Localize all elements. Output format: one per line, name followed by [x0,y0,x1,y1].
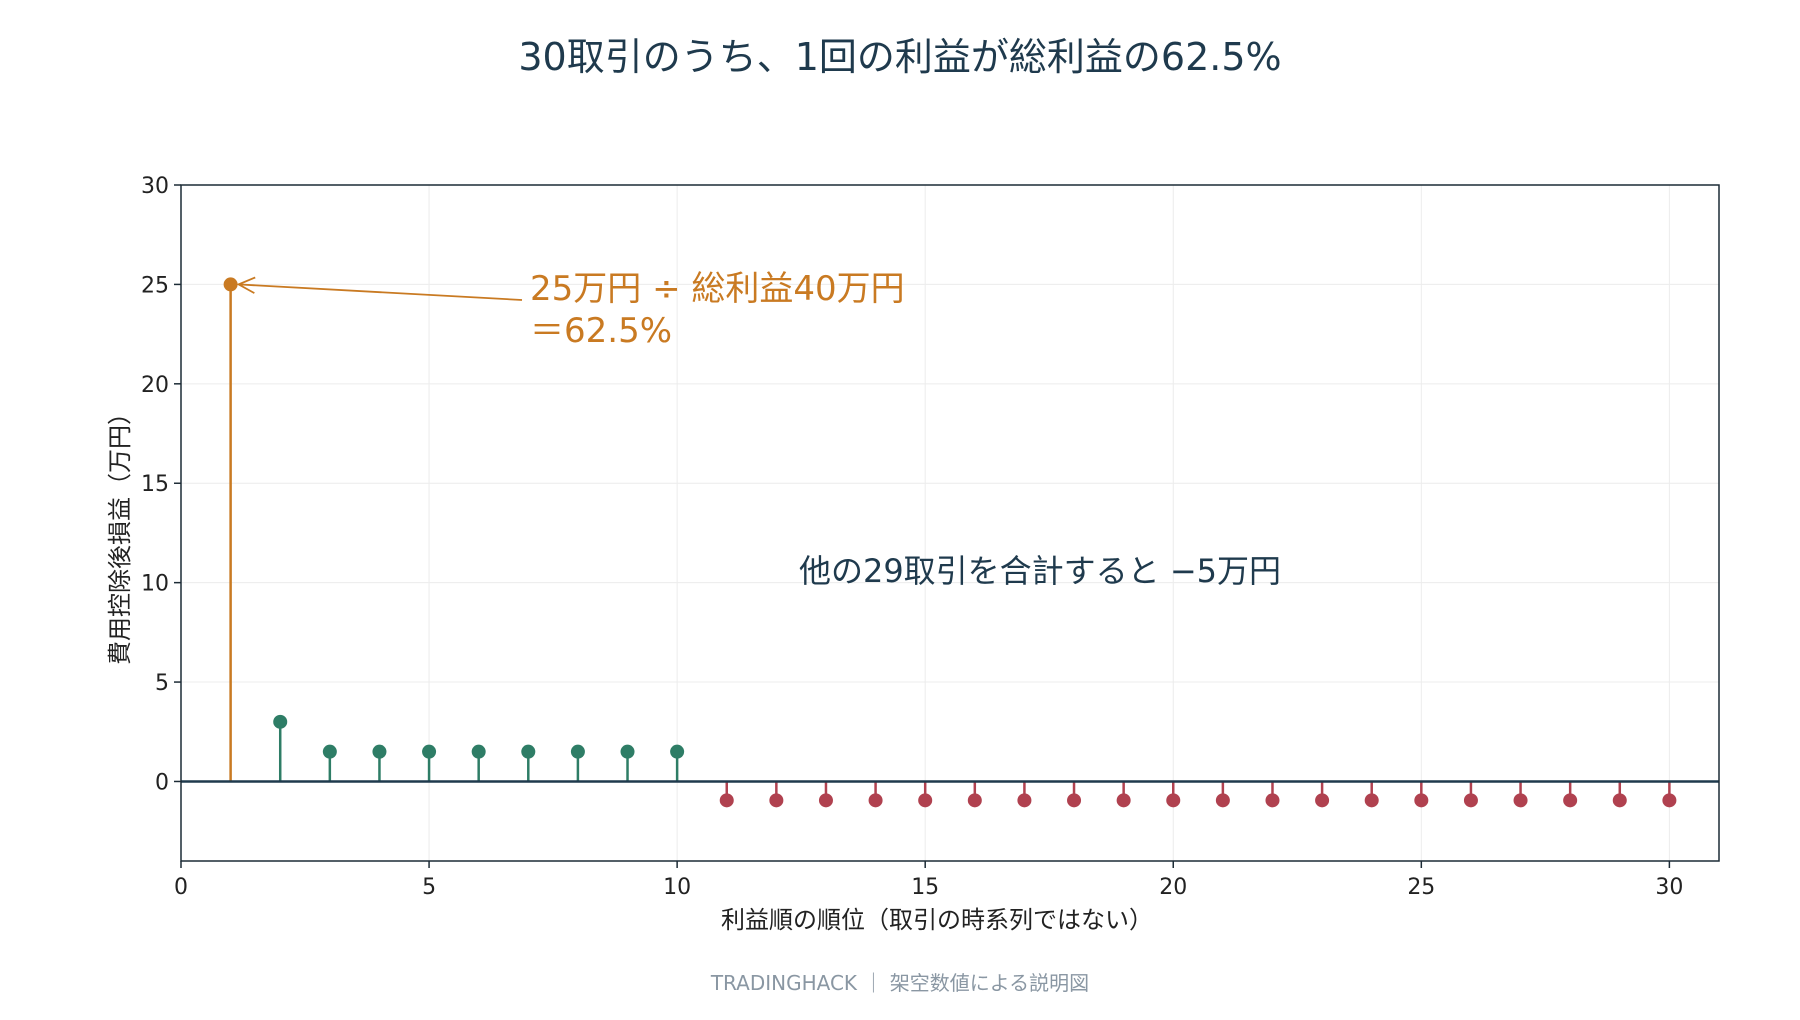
stem-marker [1067,793,1082,808]
stem-marker [670,744,685,759]
stem-marker [422,744,437,759]
stems [223,277,1677,808]
stem-marker [1017,793,1032,808]
stem-marker [1563,793,1578,808]
x-tick-label: 25 [1407,875,1435,900]
footer-credit: TRADINGHACK ｜ 架空数値による説明図 [710,971,1089,995]
stem-marker [322,744,337,759]
grid [180,184,1719,861]
stem-marker [1612,793,1627,808]
stem-marker [1463,793,1478,808]
stem-marker [223,277,238,292]
x-tick-label: 20 [1159,875,1187,900]
stem-marker [1513,793,1528,808]
stem-marker [372,744,387,759]
y-tick-label: 5 [155,671,169,696]
y-tick-label: 10 [141,572,169,597]
y-tick-label: 30 [141,174,169,199]
annotation-others-sum: 他の29取引を合計すると −5万円 [799,552,1281,590]
stem-marker [1215,793,1230,808]
x-tick-label: 30 [1655,875,1683,900]
chart-title: 30取引のうち、1回の利益が総利益の62.5% [518,35,1281,79]
stem-marker [521,744,536,759]
y-tick-label: 15 [141,472,169,497]
annotation-arrow [238,283,523,301]
stem-marker [868,793,883,808]
x-tick-label: 0 [174,875,188,900]
stem-marker [620,744,635,759]
x-tick-label: 10 [663,875,691,900]
stem-marker [1315,793,1330,808]
stem-marker [1166,793,1181,808]
x-tick-label: 5 [422,875,436,900]
stem-marker [818,793,833,808]
y-axis-label: 費用控除後損益（万円） [106,401,134,665]
annotations: 25万円 ÷ 総利益40万円 ＝62.5% 他の29取引を合計すると −5万円 [236,269,1281,590]
x-tick-label: 15 [911,875,939,900]
stem-marker [1265,793,1280,808]
annotation-arrowhead [236,276,256,294]
stem-marker [769,793,784,808]
stem-marker [1662,793,1677,808]
stem-marker [719,793,734,808]
stem-marker [273,714,288,729]
stem-marker [918,793,933,808]
stem-marker [1116,793,1131,808]
annotation-text-line1: 25万円 ÷ 総利益40万円 [530,269,905,309]
stem-marker [1414,793,1429,808]
axes: 0 5 10 15 20 25 30 0 5 10 15 20 25 30 [141,174,1720,900]
stem-marker [1364,793,1379,808]
stem-marker [471,744,486,759]
y-tick-label: 20 [141,373,169,398]
x-axis-label: 利益順の順位（取引の時系列ではない） [721,906,1153,934]
y-tick-label: 0 [155,770,169,795]
stem-marker [570,744,585,759]
y-tick-label: 25 [141,273,169,298]
plot-frame [180,184,1720,862]
annotation-text-line2: ＝62.5% [530,311,672,351]
stem-marker [967,793,982,808]
